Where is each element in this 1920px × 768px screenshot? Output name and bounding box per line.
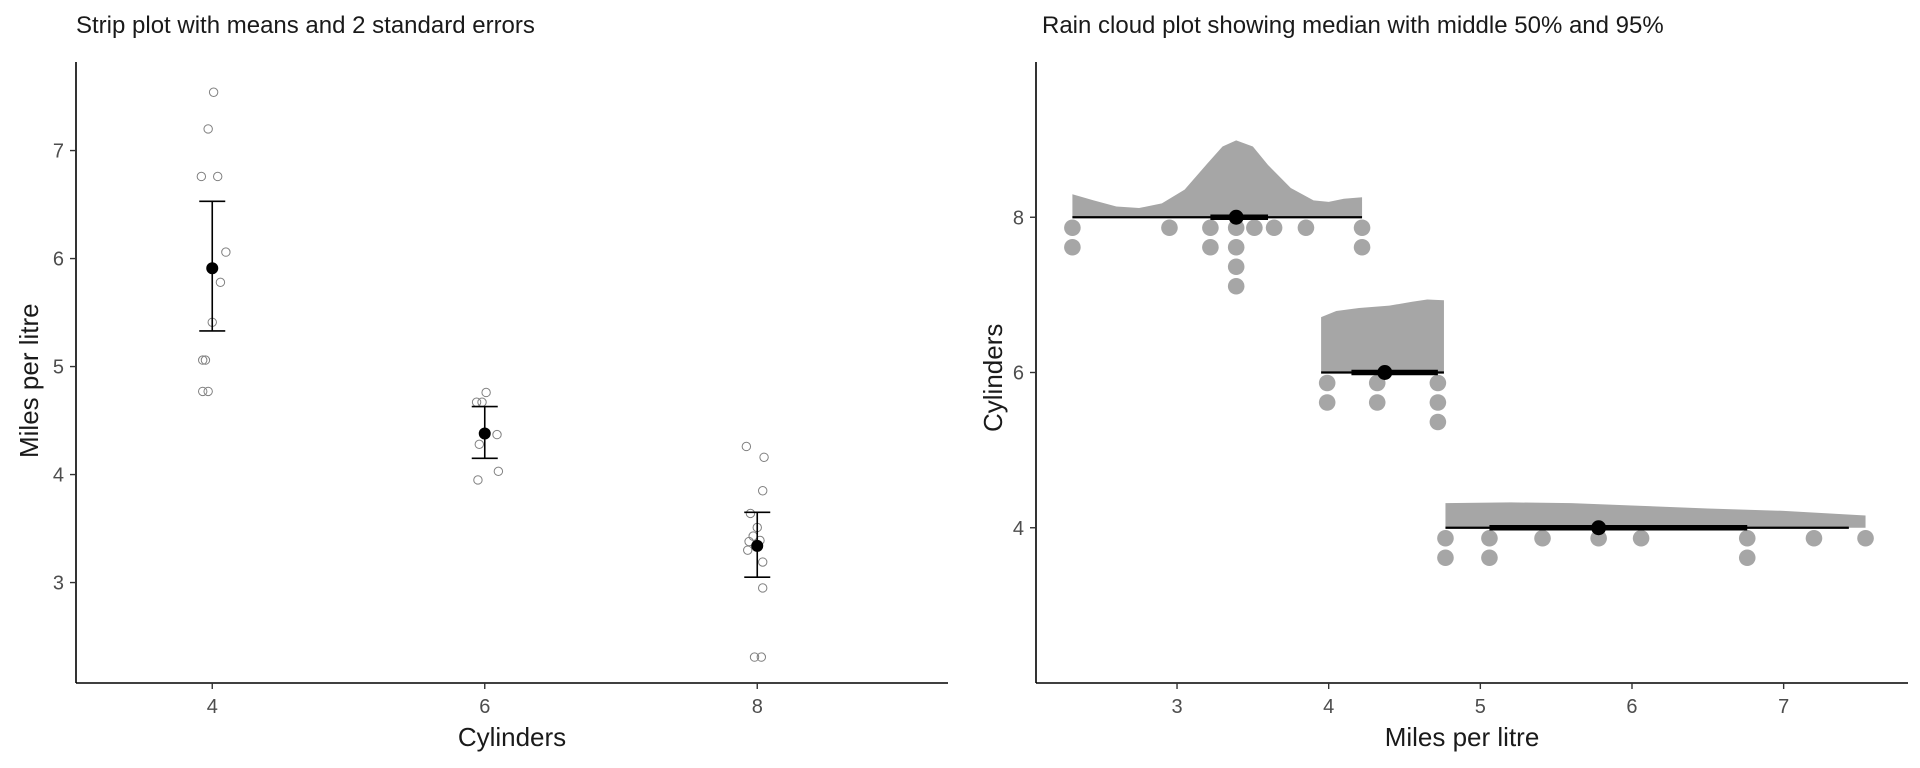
rain-dot — [1857, 529, 1874, 547]
mean-point — [478, 427, 491, 440]
rain-cloud-x-axis-label: Miles per litre — [1384, 722, 1540, 752]
rain-dot — [1437, 549, 1454, 567]
rain-dot — [1429, 374, 1447, 392]
data-point — [756, 652, 767, 662]
mean-point — [206, 262, 219, 275]
strip-plot-svg: 3 4 5 6 7 4 6 8 — [53, 62, 948, 718]
x-tick-label: 8 — [752, 696, 763, 718]
data-point — [493, 466, 504, 477]
y-tick-label: 4 — [53, 465, 64, 487]
y-tick-label: 3 — [53, 573, 64, 595]
rain-dot — [1161, 219, 1178, 237]
data-point — [749, 652, 760, 662]
rain-dot — [1353, 238, 1371, 256]
rain-dot — [1437, 529, 1454, 547]
data-point — [741, 441, 752, 452]
data-point — [745, 508, 756, 519]
data-point — [477, 397, 487, 407]
data-point — [758, 583, 768, 593]
rain-dot — [1227, 238, 1245, 256]
rain-dot — [1632, 529, 1650, 547]
cloud-density — [1321, 299, 1444, 373]
x-tick-label: 4 — [1323, 696, 1334, 718]
rain-dot — [1318, 374, 1336, 392]
rain-dot — [1202, 219, 1219, 237]
y-tick-label: 4 — [1013, 518, 1024, 540]
data-point — [198, 386, 208, 397]
x-tick-label: 4 — [207, 696, 218, 718]
rain-dot — [1738, 549, 1756, 567]
data-point — [473, 475, 483, 485]
x-tick-label: 6 — [479, 696, 490, 718]
rain-dot — [1534, 529, 1551, 547]
rain-dot — [1246, 219, 1263, 237]
strip-plot-panel: Strip plot with means and 2 standard err… — [14, 12, 948, 752]
data-point — [215, 277, 226, 288]
median-point — [1228, 209, 1244, 225]
cloud-density — [1072, 140, 1363, 218]
data-point — [221, 247, 231, 257]
rain-dot — [1429, 413, 1447, 431]
rain-dot — [1202, 238, 1219, 256]
data-point — [758, 486, 768, 496]
rain-cloud-svg: 4 6 8 3 4 5 6 7 — [1013, 62, 1908, 718]
strip-plot-y-axis-label: Miles per litre — [14, 303, 44, 458]
strip-plot-x-axis-label: Cylinders — [457, 722, 567, 752]
rain-dot — [1738, 529, 1756, 547]
data-point — [198, 355, 208, 365]
rain-cloud-y-axis-label: Cylinders — [978, 323, 1008, 432]
median-point — [1377, 365, 1393, 380]
data-point — [759, 452, 769, 462]
rain-dot — [1297, 219, 1315, 237]
x-tick-label: 6 — [1626, 696, 1637, 718]
data-point — [200, 355, 211, 365]
data-point — [758, 557, 768, 567]
mean-point — [751, 539, 764, 552]
data-point — [208, 87, 219, 97]
rain-dot — [1318, 394, 1336, 411]
rain-dot — [1227, 219, 1245, 237]
y-tick-label: 7 — [53, 141, 64, 163]
rain-dot — [1481, 529, 1498, 547]
rain-dot — [1481, 549, 1498, 567]
rain-dot — [1227, 258, 1245, 276]
data-point — [213, 171, 223, 182]
data-point — [474, 439, 484, 450]
data-point — [203, 124, 213, 134]
x-tick-label: 5 — [1475, 696, 1486, 718]
data-point — [492, 429, 502, 440]
rain-dot — [1590, 529, 1607, 547]
rain-dot — [1064, 219, 1081, 237]
x-tick-label: 7 — [1778, 696, 1789, 718]
x-tick-label: 3 — [1171, 696, 1182, 718]
y-tick-label: 5 — [53, 357, 64, 379]
rain-dot — [1353, 219, 1371, 237]
data-point — [203, 386, 213, 397]
cloud-density — [1445, 502, 1866, 528]
data-point — [743, 545, 753, 555]
rain-dot — [1227, 277, 1245, 295]
y-tick-label: 8 — [1013, 207, 1024, 229]
median-point — [1591, 520, 1607, 536]
y-tick-label: 6 — [53, 249, 64, 271]
rain-dot — [1368, 394, 1386, 411]
strip-plot-title: Strip plot with means and 2 standard err… — [76, 12, 535, 39]
rain-cloud-title: Rain cloud plot showing median with midd… — [1042, 12, 1664, 39]
y-tick-label: 6 — [1013, 363, 1024, 385]
rain-dot — [1265, 219, 1283, 237]
rain-dot — [1429, 394, 1447, 411]
rain-dot — [1064, 238, 1081, 256]
data-point — [481, 387, 491, 398]
rain-dot — [1805, 529, 1823, 547]
data-point — [196, 171, 207, 182]
rain-cloud-panel: Rain cloud plot showing median with midd… — [960, 0, 1920, 768]
